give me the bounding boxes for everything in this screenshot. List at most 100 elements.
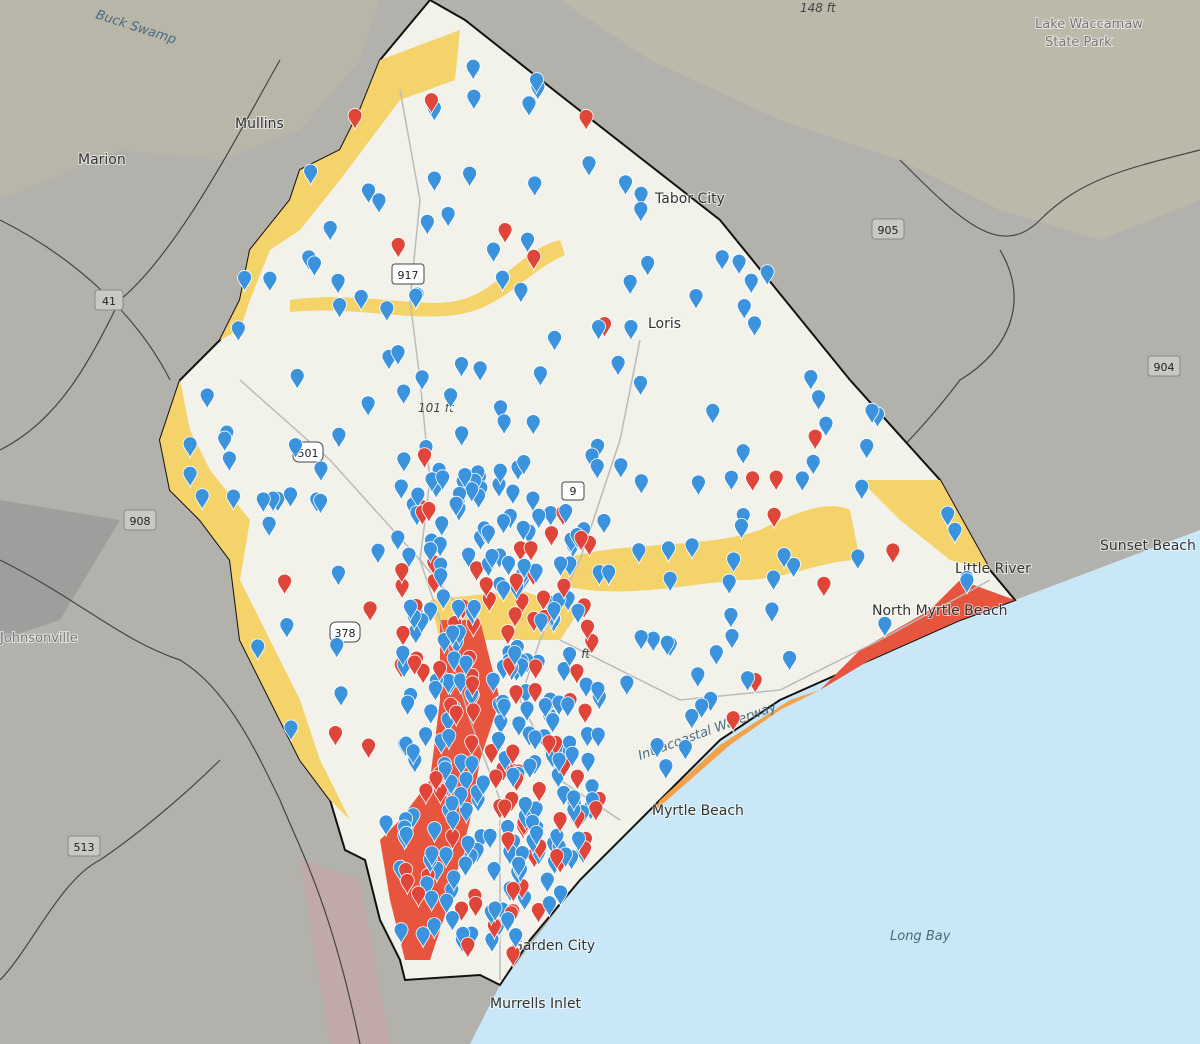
map-pin[interactable] — [424, 889, 439, 913]
map-pin[interactable] — [482, 827, 498, 851]
map-pin[interactable] — [226, 488, 241, 512]
map-pin[interactable] — [786, 556, 801, 580]
map-pin[interactable] — [724, 628, 740, 651]
map-pin[interactable] — [553, 555, 568, 579]
map-pin[interactable] — [590, 726, 606, 750]
map-pin[interactable] — [533, 612, 549, 636]
map-pin[interactable] — [549, 848, 565, 871]
map-pin[interactable] — [864, 402, 880, 426]
map-pin[interactable] — [427, 680, 443, 703]
map-pin[interactable] — [505, 945, 521, 969]
map-pin[interactable] — [578, 676, 594, 700]
map-pin[interactable] — [306, 255, 322, 279]
map-pin[interactable] — [649, 737, 665, 760]
map-pin[interactable] — [415, 926, 431, 949]
map-pin[interactable] — [328, 725, 343, 748]
map-pin[interactable] — [591, 319, 606, 342]
map-pin[interactable] — [508, 572, 524, 596]
map-pin[interactable] — [531, 902, 546, 925]
map-pin[interactable] — [531, 781, 547, 804]
map-pin[interactable] — [736, 298, 752, 321]
map-pin[interactable] — [390, 237, 406, 260]
map-pin[interactable] — [501, 555, 516, 578]
map-pin[interactable] — [441, 728, 457, 751]
map-pin[interactable] — [505, 743, 521, 767]
map-pin[interactable] — [182, 436, 198, 460]
map-pin[interactable] — [484, 548, 500, 571]
map-pin[interactable] — [525, 414, 541, 437]
map-pin[interactable] — [424, 845, 440, 869]
map-pin[interactable] — [859, 438, 875, 461]
map-pin[interactable] — [395, 644, 411, 668]
map-pin[interactable] — [405, 743, 421, 767]
map-pin[interactable] — [439, 892, 455, 916]
map-pin[interactable] — [601, 563, 617, 587]
map-pin[interactable] — [434, 515, 450, 539]
map-pin[interactable] — [527, 175, 543, 199]
map-pin[interactable] — [633, 374, 648, 398]
map-pin[interactable] — [488, 768, 504, 792]
map-pin[interactable] — [546, 601, 562, 624]
map-pin[interactable] — [465, 675, 480, 699]
map-pin[interactable] — [690, 666, 706, 690]
map-pin[interactable] — [313, 492, 328, 516]
map-pin[interactable] — [566, 789, 582, 813]
map-pin[interactable] — [570, 602, 586, 626]
map-pin[interactable] — [531, 507, 547, 531]
map-pin[interactable] — [424, 92, 439, 116]
map-pin[interactable] — [393, 922, 409, 945]
map-pin[interactable] — [250, 638, 266, 662]
map-pin[interactable] — [493, 399, 508, 423]
map-pin[interactable] — [816, 575, 832, 599]
map-pin[interactable] — [519, 700, 535, 724]
map-pin[interactable] — [766, 506, 782, 530]
map-pin[interactable] — [410, 486, 426, 510]
map-pin[interactable] — [613, 457, 629, 480]
map-pin[interactable] — [418, 726, 433, 749]
map-pin[interactable] — [390, 344, 406, 367]
map-pin[interactable] — [560, 696, 576, 720]
map-pin[interactable] — [571, 830, 587, 854]
map-pin[interactable] — [633, 629, 649, 652]
map-pin[interactable] — [469, 560, 485, 584]
map-pin[interactable] — [766, 569, 781, 593]
map-pin[interactable] — [288, 437, 303, 460]
map-pin[interactable] — [580, 726, 595, 749]
map-pin[interactable] — [500, 831, 516, 854]
map-pin[interactable] — [569, 663, 585, 686]
map-pin[interactable] — [446, 650, 462, 674]
map-pin[interactable] — [528, 562, 544, 586]
map-pin[interactable] — [500, 911, 516, 934]
map-pin[interactable] — [399, 873, 415, 896]
map-pin[interactable] — [803, 369, 819, 392]
map-pin[interactable] — [759, 264, 775, 288]
map-pin[interactable] — [511, 855, 527, 879]
map-pin[interactable] — [440, 206, 456, 229]
map-pin[interactable] — [507, 645, 523, 668]
map-pin[interactable] — [283, 719, 299, 743]
map-pin[interactable] — [569, 768, 585, 792]
map-pin[interactable] — [445, 810, 461, 833]
map-pin[interactable] — [645, 630, 661, 654]
map-pin[interactable] — [419, 213, 435, 237]
map-pin[interactable] — [522, 757, 538, 781]
map-pin[interactable] — [527, 682, 543, 705]
map-pin[interactable] — [217, 430, 233, 454]
map-pin[interactable] — [541, 734, 557, 758]
map-pin[interactable] — [401, 546, 417, 570]
map-pin[interactable] — [393, 478, 409, 502]
map-pin[interactable] — [520, 231, 535, 255]
map-pin[interactable] — [460, 936, 476, 960]
map-pin[interactable] — [764, 601, 780, 625]
map-pin[interactable] — [182, 465, 198, 489]
map-pin[interactable] — [537, 697, 553, 720]
map-pin[interactable] — [396, 383, 412, 407]
map-pin[interactable] — [691, 474, 706, 498]
map-pin[interactable] — [558, 503, 574, 526]
map-pin[interactable] — [458, 771, 474, 794]
map-pin[interactable] — [885, 542, 901, 566]
map-pin[interactable] — [444, 795, 460, 818]
map-pin[interactable] — [418, 782, 434, 806]
map-pin[interactable] — [723, 469, 739, 493]
map-pin[interactable] — [400, 694, 416, 718]
